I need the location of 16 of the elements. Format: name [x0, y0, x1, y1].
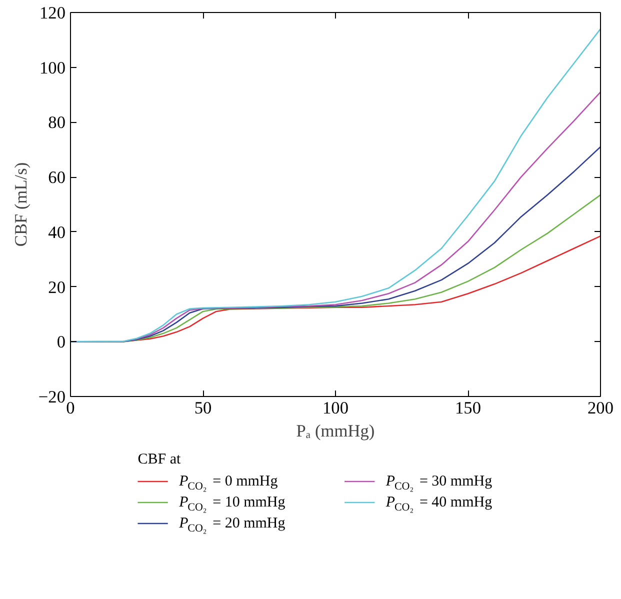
x-tick-label: 200: [588, 398, 614, 418]
y-tick-label: 40: [48, 222, 66, 242]
y-tick-label: 20: [48, 278, 66, 297]
x-tick-label: 100: [322, 398, 349, 418]
x-tick-label: 50: [194, 398, 212, 418]
line-series: [70, 28, 600, 342]
x-tick-label: 150: [455, 398, 482, 418]
legend-title: CBF at: [138, 452, 182, 468]
y-tick-label: 120: [40, 4, 66, 22]
y-tick-label: 0: [56, 332, 66, 352]
y-tick-label: 60: [48, 168, 66, 188]
y-tick-label: −20: [38, 388, 66, 406]
x-axis-title: Pₐ (mmHg): [296, 422, 375, 440]
y-tick-label: 80: [48, 113, 66, 132]
y-axis-title: CBF (mL/s): [11, 162, 30, 247]
y-tick-label: 100: [40, 58, 66, 78]
